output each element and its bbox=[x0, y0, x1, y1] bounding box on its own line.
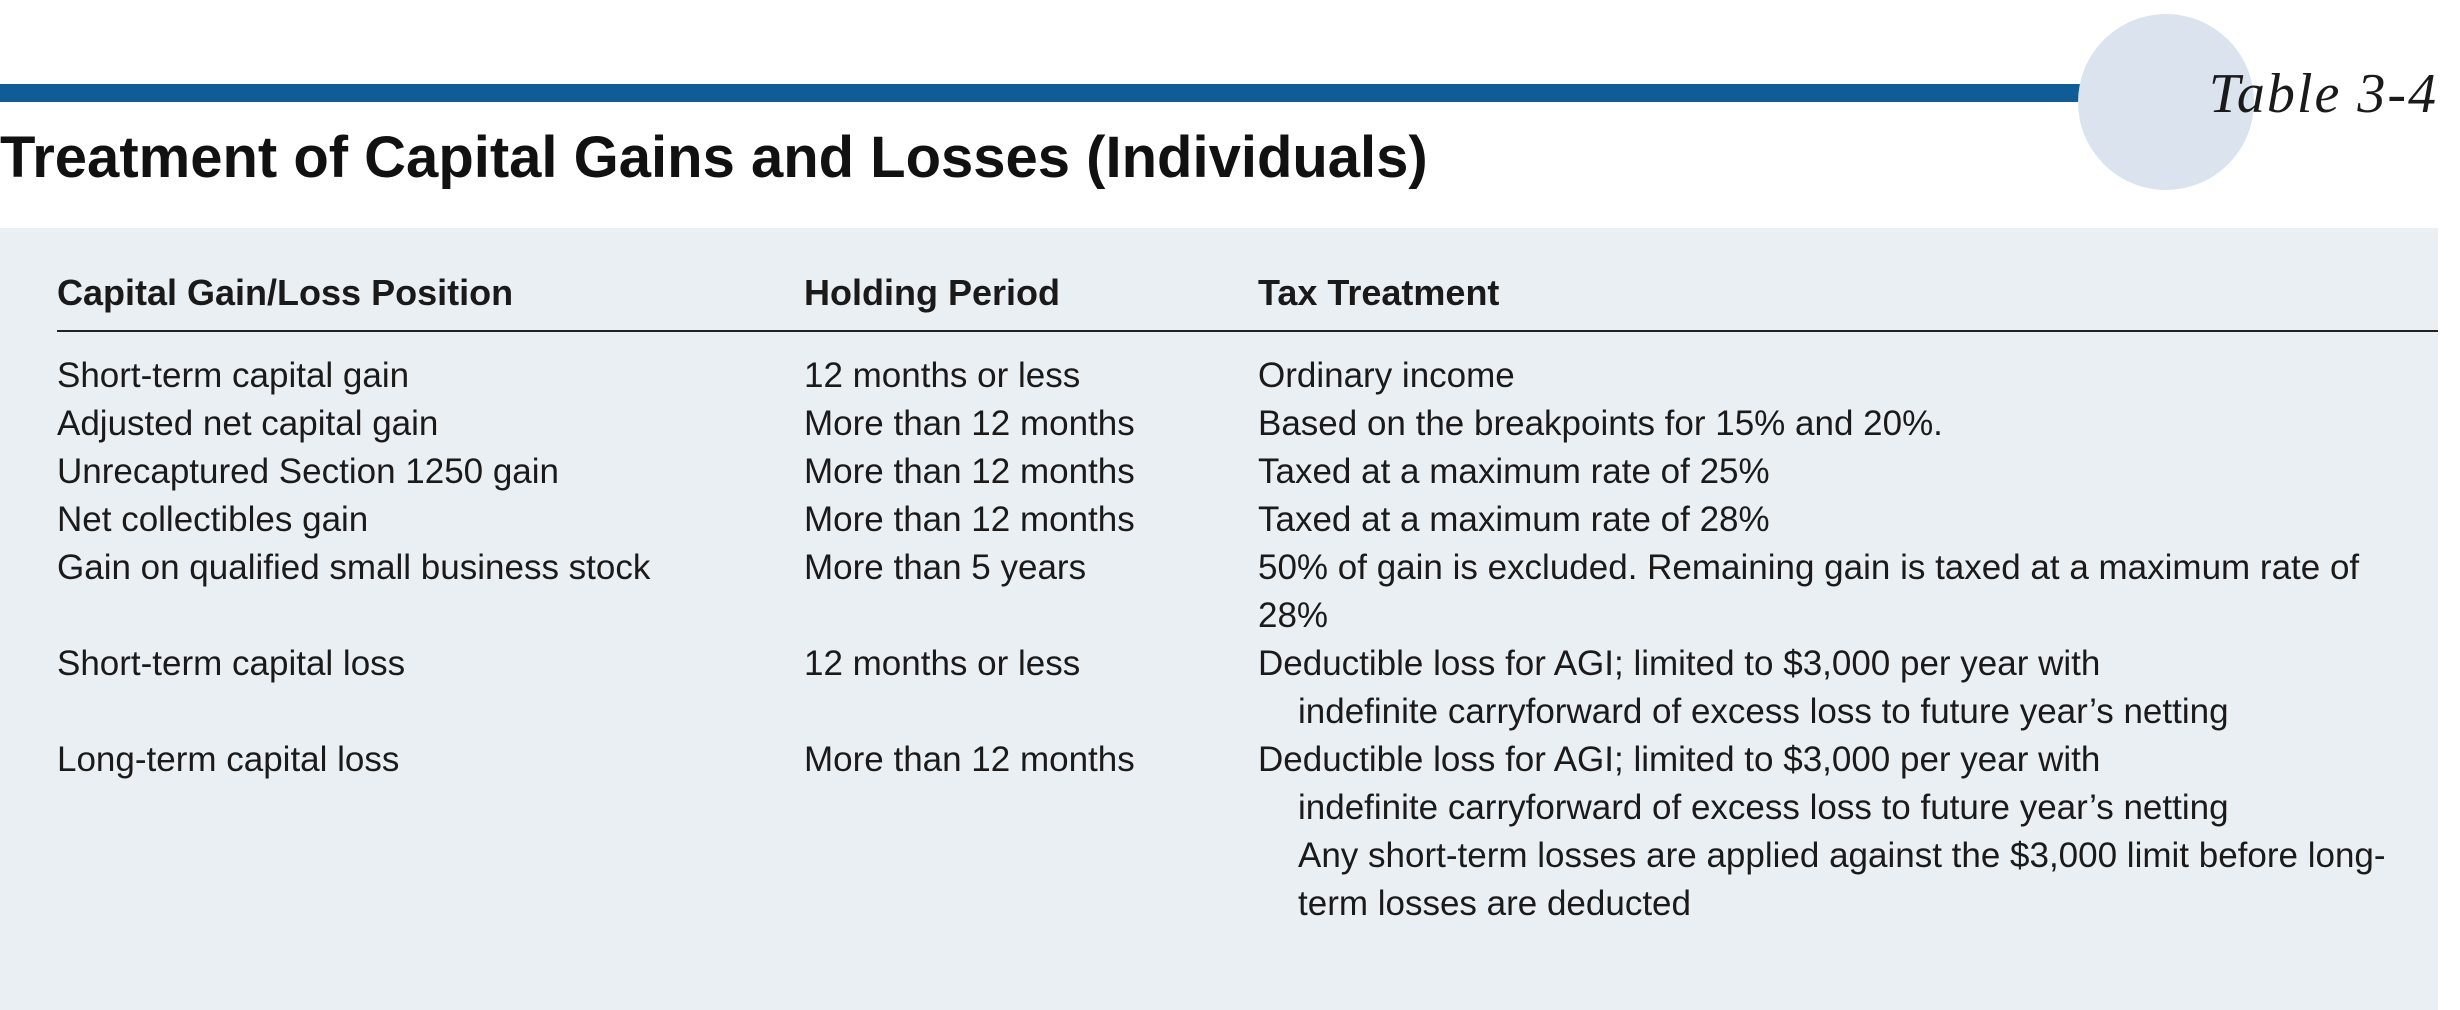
tax-treatment-cell: Deductible loss for AGI; limited to $3,0… bbox=[1258, 640, 2418, 736]
holding-period-cell: More than 12 months bbox=[804, 500, 1135, 539]
table-label: Table 3-4 bbox=[2208, 63, 2438, 125]
tax-treatment-cell: Based on the breakpoints for 15% and 20%… bbox=[1258, 400, 2418, 448]
table-header: Capital Gain/Loss Position Holding Perio… bbox=[57, 272, 2438, 332]
tax-treatment-line: Taxed at a maximum rate of 28% bbox=[1258, 500, 1770, 539]
position-cell: Long-term capital loss bbox=[57, 740, 400, 779]
tax-treatment-cell: Taxed at a maximum rate of 28% bbox=[1258, 496, 2418, 544]
table-row: Net collectibles gain More than 12 months… bbox=[57, 496, 2438, 544]
holding-period-cell: More than 12 months bbox=[804, 740, 1135, 779]
holding-period-cell: 12 months or less bbox=[804, 356, 1081, 395]
table-row: Long-term capital loss More than 12 month… bbox=[57, 736, 2438, 928]
holding-period-cell: More than 5 years bbox=[804, 548, 1087, 587]
tax-treatment-line: 50% of gain is excluded. Remaining gain … bbox=[1258, 548, 2360, 635]
tax-treatment-cell: Ordinary income bbox=[1258, 352, 2418, 400]
header-bar bbox=[0, 84, 2090, 102]
position-cell: Adjusted net capital gain bbox=[57, 404, 439, 443]
tax-treatment-line: Any short-term losses are applied agains… bbox=[1298, 836, 2386, 923]
label-circle bbox=[2078, 14, 2254, 190]
tax-treatment-line: Based on the breakpoints for 15% and 20%… bbox=[1258, 404, 1943, 443]
position-cell: Net collectibles gain bbox=[57, 500, 369, 539]
tax-treatment-cell: Deductible loss for AGI; limited to $3,0… bbox=[1258, 736, 2418, 928]
table-row: Adjusted net capital gain More than 12 mo… bbox=[57, 400, 2438, 448]
tax-treatment-cell: 50% of gain is excluded. Remaining gain … bbox=[1258, 544, 2418, 640]
position-cell: Unrecaptured Section 1250 gain bbox=[57, 452, 560, 491]
table-body: Short-term capital gain 12 months or less… bbox=[57, 352, 2438, 928]
tax-treatment-line: Deductible loss for AGI; limited to $3,0… bbox=[1258, 644, 2101, 683]
column-header: Holding Period bbox=[804, 272, 1060, 313]
position-cell: Short-term capital gain bbox=[57, 356, 410, 395]
table-row: Short-term capital gain 12 months or less… bbox=[57, 352, 2438, 400]
table-panel bbox=[0, 228, 2438, 1010]
tax-treatment-cell: Taxed at a maximum rate of 25% bbox=[1258, 448, 2418, 496]
holding-period-cell: More than 12 months bbox=[804, 452, 1135, 491]
tax-treatment-line: Taxed at a maximum rate of 25% bbox=[1258, 452, 1770, 491]
tax-treatment-line: indefinite carryforward of excess loss t… bbox=[1298, 692, 2229, 731]
column-header: Capital Gain/Loss Position bbox=[57, 272, 514, 313]
table-row: Gain on qualified small business stock Mo… bbox=[57, 544, 2438, 640]
table-row: Short-term capital loss 12 months or less… bbox=[57, 640, 2438, 736]
column-header: Tax Treatment bbox=[1258, 272, 1500, 313]
table-title: Treatment of Capital Gains and Losses (I… bbox=[0, 125, 1428, 190]
holding-period-cell: More than 12 months bbox=[804, 404, 1135, 443]
position-cell: Gain on qualified small business stock bbox=[57, 548, 651, 587]
position-cell: Short-term capital loss bbox=[57, 644, 406, 683]
table-row: Unrecaptured Section 1250 gain More than … bbox=[57, 448, 2438, 496]
tax-treatment-line: Ordinary income bbox=[1258, 356, 1515, 395]
holding-period-cell: 12 months or less bbox=[804, 644, 1081, 683]
tax-treatment-line: indefinite carryforward of excess loss t… bbox=[1298, 788, 2229, 827]
tax-treatment-line: Deductible loss for AGI; limited to $3,0… bbox=[1258, 740, 2101, 779]
